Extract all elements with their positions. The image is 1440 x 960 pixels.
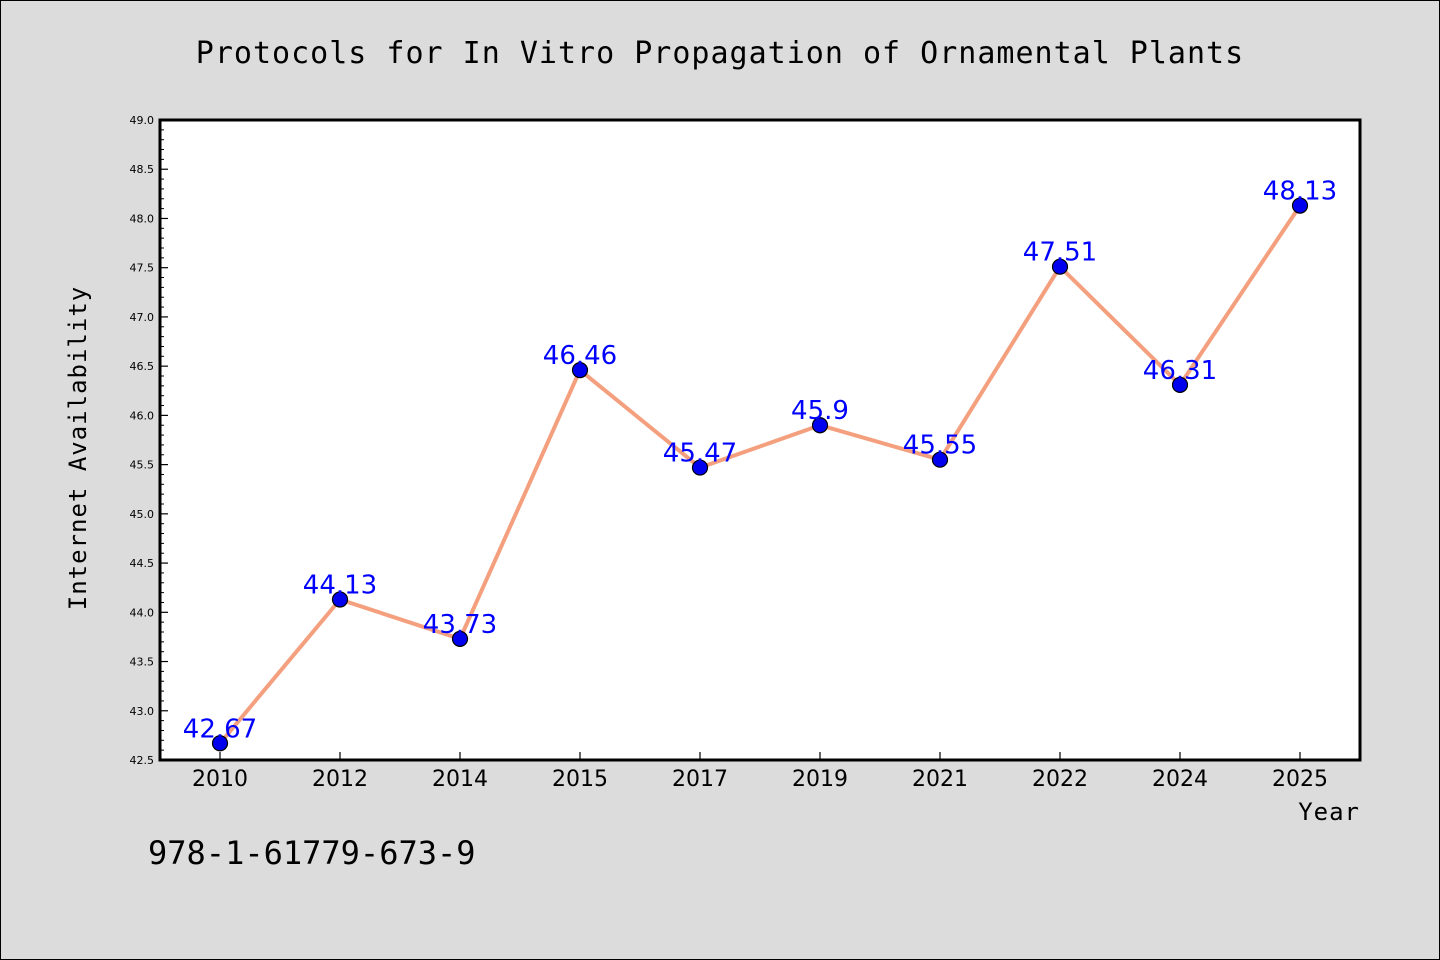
x-tick-label: 2017 <box>672 767 728 792</box>
data-label: 45.9 <box>791 396 849 426</box>
x-tick-label: 2025 <box>1272 767 1328 792</box>
data-label: 47.51 <box>1023 238 1097 268</box>
y-tick-label: 46.0 <box>130 409 155 422</box>
data-point <box>1051 258 1069 275</box>
x-axis-label: Year <box>1298 798 1360 826</box>
data-point <box>451 630 469 647</box>
data-label: 48.13 <box>1263 177 1337 207</box>
data-label: 43.73 <box>423 610 497 640</box>
x-tick-label: 2012 <box>312 767 368 792</box>
data-label: 46.31 <box>1143 356 1217 386</box>
y-tick-label: 45.5 <box>130 459 155 472</box>
data-label: 45.47 <box>663 439 737 469</box>
data-label: 46.46 <box>543 341 617 371</box>
plot-frame <box>158 118 1362 762</box>
x-tick-label: 2021 <box>912 767 968 792</box>
y-tick-label: 45.0 <box>130 508 155 521</box>
data-point <box>931 451 949 468</box>
series-line <box>218 203 1302 746</box>
data-point <box>811 417 829 434</box>
data-label: 44.13 <box>303 571 377 601</box>
y-tick-label: 49.0 <box>130 114 155 127</box>
data-markers <box>211 197 1309 752</box>
plot-area <box>160 120 1360 760</box>
x-tick-label: 2010 <box>192 767 248 792</box>
data-point <box>1171 376 1189 393</box>
data-point <box>331 591 349 608</box>
x-tick-label: 2019 <box>792 767 848 792</box>
data-point <box>211 735 229 752</box>
data-point <box>571 361 589 379</box>
y-tick-label: 48.5 <box>130 163 155 176</box>
y-tick-label: 43.5 <box>130 656 155 669</box>
x-axis-ticks: 2010 2012 2014 2015 2017 2019 2021 2022 2024 2025 <box>192 752 1328 792</box>
y-tick-label: 46.5 <box>130 360 155 373</box>
x-tick-label: 2022 <box>1032 767 1088 792</box>
y-tick-label: 44.0 <box>130 606 155 619</box>
x-tick-label: 2014 <box>432 767 488 792</box>
y-tick-label: 47.0 <box>130 311 155 324</box>
y-tick-label: 44.5 <box>130 557 155 570</box>
y-tick-label: 48.0 <box>130 212 155 225</box>
x-tick-label: 2015 <box>552 767 608 792</box>
y-axis-ticks: 42.5 43.0 43.5 44.0 44.5 45.0 45.5 46.0 46.5 47.0… <box>130 114 168 767</box>
y-tick-label: 47.5 <box>130 262 155 275</box>
y-tick-label: 42.5 <box>130 754 155 767</box>
data-point <box>1291 197 1309 214</box>
data-label: 42.67 <box>183 714 257 744</box>
data-point <box>691 459 709 476</box>
data-labels: 42.67 44.13 43.73 46.46 45.47 45.9 45.55 47.51 4… <box>183 177 1337 745</box>
y-axis-label: Internet Availability <box>64 286 92 610</box>
chart-title: Protocols for In Vitro Propagation of Or… <box>196 36 1244 71</box>
isbn-text: 978-1-61779-673-9 <box>148 834 476 872</box>
y-tick-label: 43.0 <box>130 705 155 718</box>
x-tick-label: 2024 <box>1152 767 1208 792</box>
data-label: 45.55 <box>903 431 977 461</box>
